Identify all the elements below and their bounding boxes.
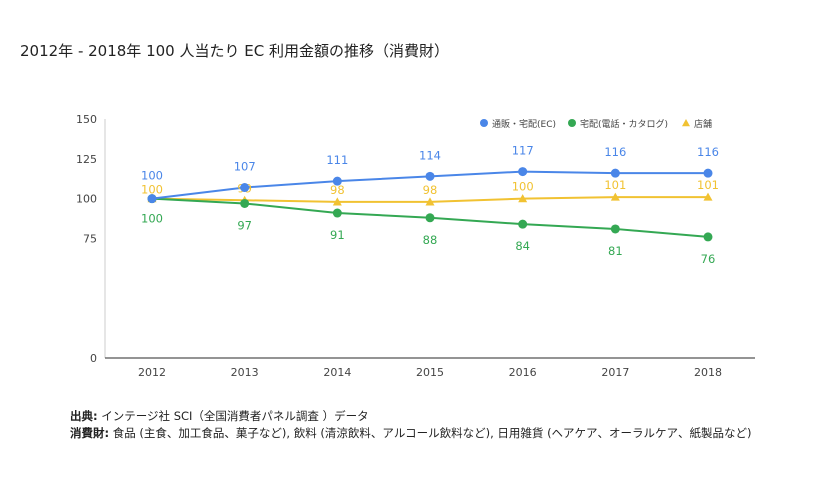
data-label: 98 (423, 183, 438, 197)
data-point (148, 194, 157, 203)
y-tick-label: 0 (90, 352, 97, 365)
legend-label: 通販・宅配(EC) (492, 118, 556, 130)
data-label: 100 (512, 180, 534, 194)
x-tick-label: 2018 (694, 366, 722, 379)
data-label: 100 (141, 169, 163, 183)
data-label: 116 (604, 145, 626, 159)
source-text: インテージ社 SCI（全国消費者パネル調査 ）データ (98, 409, 369, 423)
data-point (240, 183, 249, 192)
data-point (611, 169, 620, 178)
data-point (704, 232, 713, 241)
source-note: 出典: インテージ社 SCI（全国消費者パネル調査 ）データ 消費財: 食品 (… (70, 408, 752, 442)
data-label: 76 (701, 252, 716, 266)
goods-line: 消費財: 食品 (主食、加工食品、菓子など), 飲料 (清涼飲料、アルコール飲料… (70, 425, 752, 442)
source-line: 出典: インテージ社 SCI（全国消費者パネル調査 ）データ (70, 408, 752, 425)
data-point (240, 199, 249, 208)
line-chart: 0 75 100 125 150 2012 2013 2014 2015 2016 2017 2018… (0, 0, 838, 475)
data-label: 81 (608, 244, 623, 258)
data-label: 107 (234, 160, 256, 174)
legend-marker (568, 119, 576, 127)
x-tick-label: 2014 (323, 366, 351, 379)
data-point (426, 172, 435, 181)
legend-label: 宅配(電話・カタログ) (580, 118, 668, 130)
y-tick-label: 100 (76, 193, 97, 206)
data-point (426, 213, 435, 222)
legend-label: 店舗 (694, 118, 712, 130)
data-point (333, 177, 342, 186)
chart-area: 0 75 100 125 150 2012 2013 2014 2015 2016 2017 2018… (0, 0, 838, 475)
y-tick-label: 75 (83, 233, 97, 246)
legend-marker (480, 119, 488, 127)
y-tick-label: 125 (76, 153, 97, 166)
x-tick-label: 2013 (231, 366, 259, 379)
source-label: 出典: (70, 409, 98, 423)
x-tick-label: 2012 (138, 366, 166, 379)
data-label: 111 (326, 153, 348, 167)
data-label: 116 (697, 145, 719, 159)
x-tick-label: 2015 (416, 366, 444, 379)
y-tick-label: 150 (76, 113, 97, 126)
data-point (518, 220, 527, 229)
data-point (518, 167, 527, 176)
goods-label: 消費財: (70, 426, 109, 440)
x-tick-label: 2016 (509, 366, 537, 379)
data-point (704, 169, 713, 178)
data-label: 101 (697, 178, 719, 192)
data-label: 100 (141, 212, 163, 226)
legend-marker (682, 119, 690, 126)
data-point (333, 209, 342, 218)
data-label: 88 (423, 233, 438, 247)
data-label: 84 (515, 239, 530, 253)
data-point (611, 224, 620, 233)
data-label: 117 (512, 144, 534, 158)
data-label: 91 (330, 228, 345, 242)
goods-text: 食品 (主食、加工食品、菓子など), 飲料 (清涼飲料、アルコール飲料など), … (109, 426, 751, 440)
data-label: 101 (604, 178, 626, 192)
x-tick-label: 2017 (601, 366, 629, 379)
data-label: 97 (237, 218, 252, 232)
data-label: 114 (419, 148, 441, 162)
